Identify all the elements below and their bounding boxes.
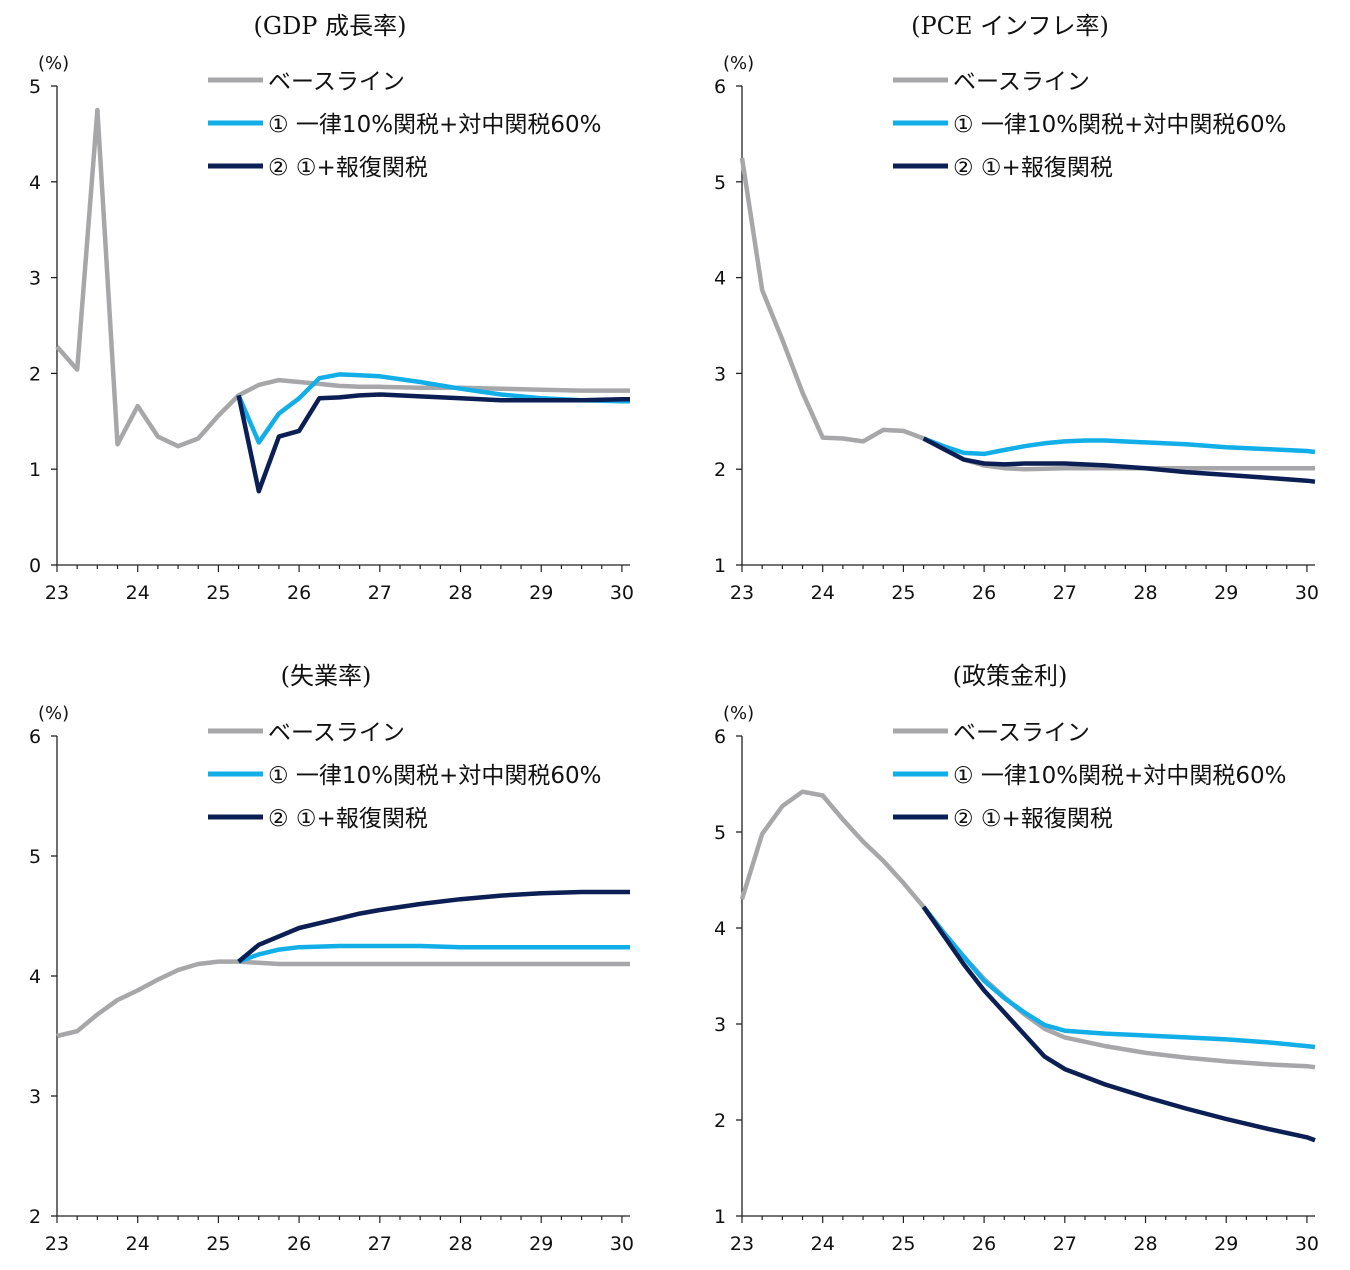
x-tick-label: 30 [1295, 1233, 1319, 1255]
y-tick-label: 5 [714, 822, 726, 844]
y-tick-label: 4 [714, 918, 726, 940]
baseline-line [56, 959, 630, 1039]
baseline-line [739, 157, 1315, 472]
y-tick-label: 6 [714, 76, 726, 98]
y-axis-unit: (%) [723, 53, 754, 74]
x-tick-label: 23 [45, 582, 69, 604]
scenario-1-line [922, 436, 1316, 457]
y-tick-label: 4 [29, 172, 41, 194]
x-tick-label: 26 [972, 582, 996, 604]
y-axis-unit: (%) [38, 53, 69, 74]
y-tick-label: 3 [29, 1086, 41, 1108]
y-tick-label: 2 [714, 459, 726, 481]
y-tick-label: 0 [29, 555, 41, 577]
x-tick-label: 28 [1133, 582, 1157, 604]
x-tick-label: 28 [448, 582, 472, 604]
x-tick-label: 24 [811, 582, 835, 604]
chart-title: (GDP 成長率) [254, 12, 407, 40]
x-tick-label: 23 [730, 582, 754, 604]
chart-title: (政策金利) [953, 662, 1068, 690]
legend-label: ① 一律10%関税+対中関税60% [953, 112, 1286, 138]
legend-label: ベースライン [953, 720, 1090, 746]
legend-label: ② ①+報復関税 [268, 806, 428, 832]
y-tick-label: 2 [714, 1110, 726, 1132]
x-tick-label: 28 [448, 1233, 472, 1255]
x-tick-label: 25 [206, 1233, 230, 1255]
x-tick-label: 27 [1053, 1233, 1077, 1255]
baseline-line [55, 107, 630, 449]
y-tick-label: 6 [714, 726, 726, 748]
y-tick-label: 3 [29, 268, 41, 290]
x-tick-label: 25 [206, 582, 230, 604]
y-tick-label: 1 [714, 1206, 726, 1228]
x-tick-label: 25 [891, 1233, 915, 1255]
y-tick-label: 6 [29, 726, 41, 748]
x-tick-label: 23 [730, 1233, 754, 1255]
legend-label: ① 一律10%関税+対中関税60% [268, 112, 601, 138]
x-tick-label: 29 [1214, 1233, 1238, 1255]
scenario-2-line [922, 436, 1316, 484]
x-tick-label: 29 [529, 582, 553, 604]
x-tick-label: 24 [126, 582, 150, 604]
x-tick-label: 23 [45, 1233, 69, 1255]
scenario-2-line [236, 392, 630, 494]
x-tick-label: 24 [811, 1233, 835, 1255]
y-axis-unit: (%) [38, 703, 69, 724]
chart-title: (失業率) [281, 662, 372, 690]
y-tick-label: 5 [714, 172, 726, 194]
scenario-1-line [921, 905, 1316, 1050]
legend-label: ② ①+報復関税 [953, 806, 1113, 832]
x-tick-label: 28 [1133, 1233, 1157, 1255]
scenario-1-line [237, 943, 630, 964]
y-tick-label: 2 [29, 363, 41, 385]
x-tick-label: 26 [287, 582, 311, 604]
chart-title: (PCE インフレ率) [911, 12, 1109, 40]
legend-label: ベースライン [268, 69, 405, 95]
legend-label: ② ①+報復関税 [268, 155, 428, 181]
x-tick-label: 25 [891, 582, 915, 604]
x-tick-label: 30 [610, 1233, 634, 1255]
x-tick-label: 27 [368, 1233, 392, 1255]
x-tick-label: 27 [1053, 582, 1077, 604]
y-tick-label: 4 [714, 268, 726, 290]
y-tick-label: 1 [714, 555, 726, 577]
x-tick-label: 27 [368, 582, 392, 604]
legend-label: ベースライン [953, 69, 1090, 95]
x-tick-label: 29 [1214, 582, 1238, 604]
y-tick-label: 2 [29, 1206, 41, 1228]
legend-label: ベースライン [268, 720, 405, 746]
y-tick-label: 4 [29, 966, 41, 988]
x-tick-label: 26 [287, 1233, 311, 1255]
y-tick-label: 5 [29, 76, 41, 98]
x-tick-label: 29 [529, 1233, 553, 1255]
x-tick-label: 30 [1295, 582, 1319, 604]
x-tick-label: 26 [972, 1233, 996, 1255]
scenario-2-line [921, 905, 1316, 1143]
legend-label: ② ①+報復関税 [953, 155, 1113, 181]
legend-label: ① 一律10%関税+対中関税60% [268, 763, 601, 789]
y-tick-label: 5 [29, 846, 41, 868]
y-axis-unit: (%) [723, 703, 754, 724]
scenario-2-line [237, 889, 630, 964]
legend-label: ① 一律10%関税+対中関税60% [953, 763, 1286, 789]
x-tick-label: 30 [610, 582, 634, 604]
y-tick-label: 3 [714, 1014, 726, 1036]
y-tick-label: 1 [29, 459, 41, 481]
y-tick-label: 3 [714, 363, 726, 385]
baseline-line [739, 789, 1316, 1070]
x-tick-label: 24 [126, 1233, 150, 1255]
